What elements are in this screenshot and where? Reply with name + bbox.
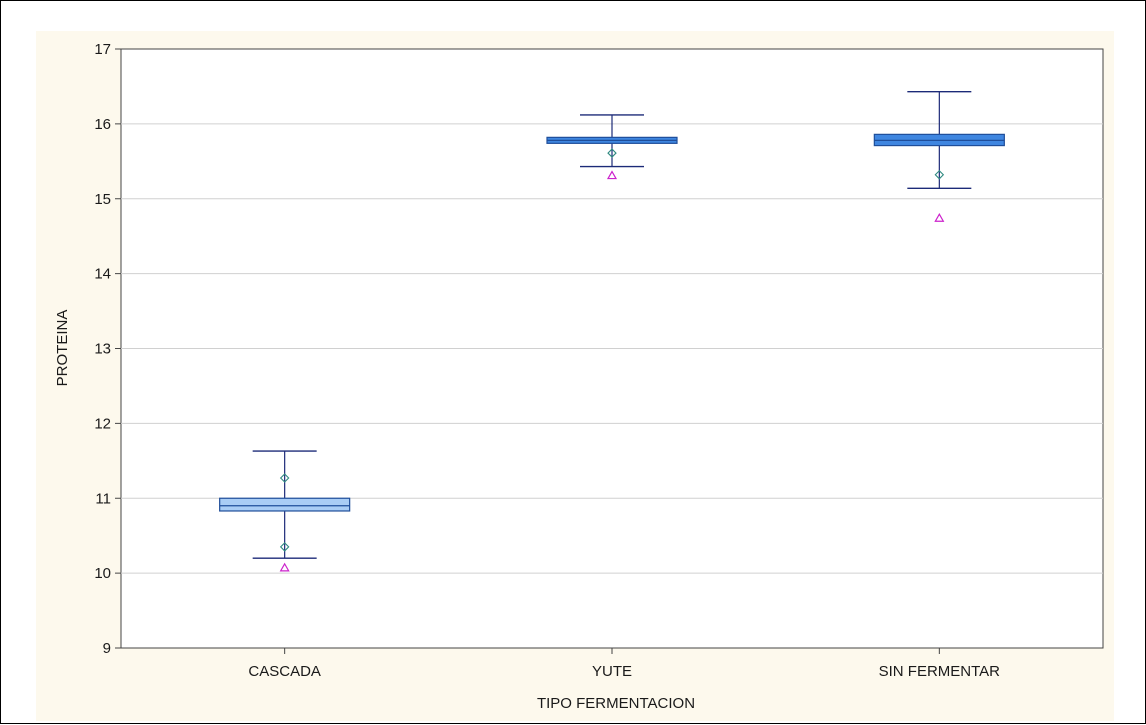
x-axis-title: TIPO FERMENTACION [537, 695, 695, 712]
box-group [873, 90, 1005, 222]
y-tick-label: 13 [94, 341, 111, 358]
y-axis-title: PROTEINA [54, 310, 71, 387]
y-tick-label: 16 [94, 116, 111, 133]
y-axis: 9 10 11 12 13 14 15 16 17 [94, 41, 121, 657]
x-tick-label: SIN FERMENTAR [879, 663, 1001, 680]
y-tick-label: 14 [94, 266, 111, 283]
x-tick-label: YUTE [592, 663, 632, 680]
box-group [219, 450, 351, 572]
x-axis: CASCADA YUTE SIN FERMENTAR [248, 648, 1000, 680]
outlier-point [279, 473, 290, 483]
extreme-point [279, 562, 290, 572]
box-group [546, 114, 678, 180]
extreme-point [934, 213, 945, 222]
y-tick-label: 15 [94, 191, 111, 208]
outlier-point [607, 148, 617, 158]
box [219, 497, 351, 512]
y-tick-label: 17 [94, 41, 111, 58]
y-tick-label: 9 [103, 640, 111, 657]
extreme-point [606, 170, 618, 180]
y-tick-label: 11 [95, 490, 111, 507]
boxes [219, 90, 1005, 572]
y-tick-label: 12 [94, 415, 111, 432]
y-tick-label: 10 [94, 565, 111, 582]
outlier-point [934, 170, 945, 180]
x-tick-label: CASCADA [248, 663, 321, 680]
outlier-point [279, 542, 290, 552]
